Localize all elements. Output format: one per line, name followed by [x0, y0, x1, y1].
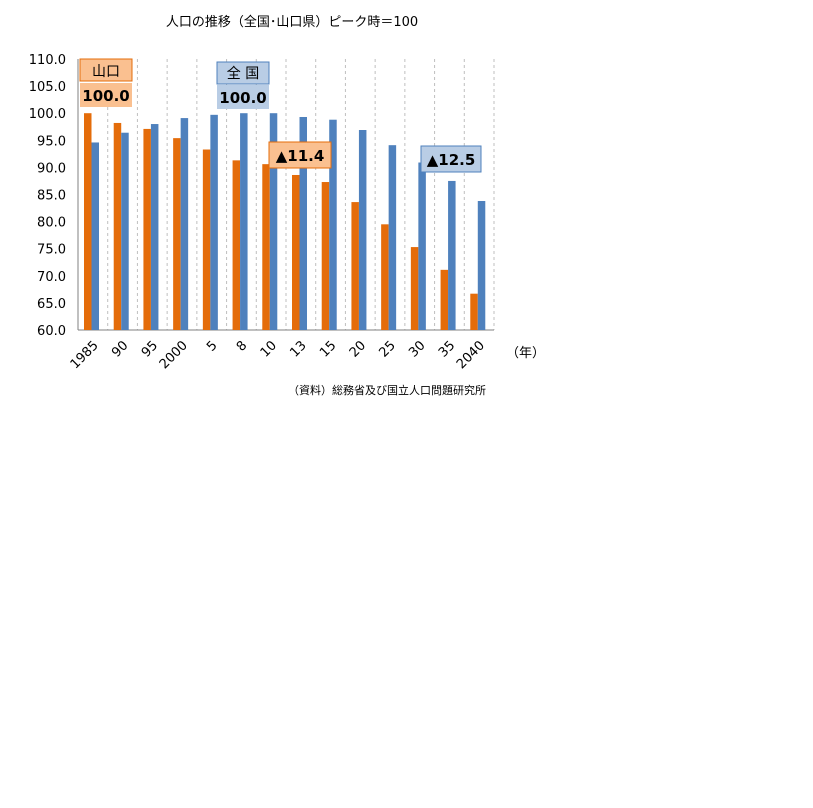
x-tick-label: 95	[139, 338, 161, 360]
bar-yamaguchi	[113, 122, 122, 331]
x-tick-label: 90	[109, 338, 131, 360]
bar-national	[269, 113, 278, 330]
bar-yamaguchi	[292, 174, 300, 330]
x-axis-unit: （年）	[506, 346, 545, 361]
callout-national-drop-text: ▲12.5	[427, 151, 476, 169]
x-tick-label: 15	[317, 338, 339, 360]
bar-national	[388, 145, 397, 330]
callout-yamaguchi-drop-text: ▲11.4	[276, 147, 325, 165]
bar-yamaguchi	[173, 138, 181, 330]
bar-national	[91, 142, 99, 330]
x-tick-label: 1985	[68, 338, 102, 372]
callout-national-drop: ▲12.5	[420, 145, 482, 173]
bar-national	[240, 113, 248, 330]
y-tick-label: 80.0	[37, 216, 66, 231]
chart-bars	[84, 113, 486, 331]
bar-national	[448, 180, 456, 330]
callout-yamaguchi-peak-text: 100.0	[82, 87, 129, 105]
x-tick-label: 10	[258, 338, 280, 360]
x-tick-label: 13	[287, 338, 309, 360]
y-tick-label: 95.0	[37, 134, 66, 149]
x-tick-label: 30	[406, 338, 428, 360]
bar-yamaguchi	[84, 113, 92, 330]
bar-national	[180, 118, 189, 330]
bar-yamaguchi	[410, 247, 419, 330]
bar-yamaguchi	[440, 269, 449, 330]
bar-national	[477, 201, 486, 330]
y-tick-label: 110.0	[29, 53, 66, 68]
bar-yamaguchi	[143, 128, 151, 330]
source-note: （資料）総務省及び国立人口問題研究所	[288, 383, 486, 397]
bar-yamaguchi	[232, 160, 241, 330]
callout-yamaguchi-drop: ▲11.4	[268, 141, 332, 169]
x-tick-label: 2040	[454, 338, 488, 372]
callout-national-peak-text: 100.0	[219, 89, 266, 107]
bar-yamaguchi	[262, 164, 270, 330]
callout-yamaguchi-peak: 100.0	[80, 83, 132, 107]
bar-yamaguchi	[351, 202, 359, 330]
x-tick-label: 20	[347, 338, 369, 360]
callout-national-label-text: 全 国	[227, 65, 259, 82]
x-tick-label: 8	[234, 338, 250, 354]
callout-yamaguchi-label: 山口	[79, 58, 133, 82]
bar-national	[329, 119, 337, 330]
chart-title: 人口の推移（全国･山口県）ピーク時＝100	[166, 14, 418, 30]
y-tick-label: 60.0	[37, 324, 66, 339]
bar-national	[121, 132, 129, 330]
bar-yamaguchi	[381, 224, 389, 330]
callout-national-label: 全 国	[216, 61, 270, 85]
x-tick-label: 2000	[157, 338, 191, 372]
bar-yamaguchi	[202, 149, 211, 330]
y-tick-label: 65.0	[37, 297, 66, 312]
bar-yamaguchi	[321, 182, 330, 330]
bar-national	[358, 130, 367, 330]
x-tick-label: 5	[204, 338, 220, 354]
y-tick-label: 105.0	[29, 80, 66, 95]
callout-national-peak: 100.0	[217, 85, 269, 109]
y-axis-ticks: 110.0 105.0 100.0 95.0 90.0 85.0 80.0 75.0 70.0 6…	[29, 53, 66, 339]
bar-national	[150, 124, 159, 330]
y-tick-label: 75.0	[37, 243, 66, 258]
y-tick-label: 100.0	[29, 107, 66, 122]
x-tick-label: 25	[377, 338, 399, 360]
y-tick-label: 90.0	[37, 161, 66, 176]
x-tick-label: 35	[436, 338, 458, 360]
y-tick-label: 85.0	[37, 189, 66, 204]
callout-yamaguchi-label-text: 山口	[92, 64, 120, 80]
bar-national	[210, 114, 218, 331]
bar-national	[418, 162, 426, 330]
bar-yamaguchi	[470, 293, 478, 330]
y-tick-label: 70.0	[37, 270, 66, 285]
bar-national	[299, 116, 307, 330]
